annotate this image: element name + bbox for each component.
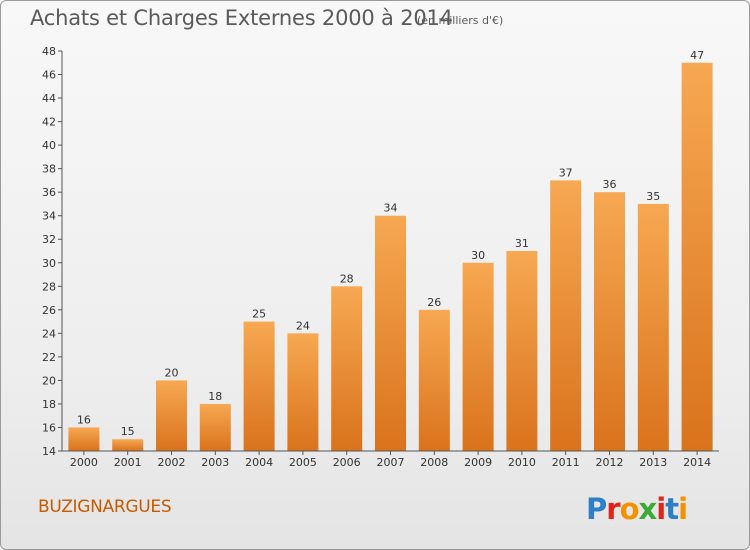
y-tick-label: 34 [42, 210, 56, 223]
bar-2011 [550, 180, 582, 452]
proxiti-logo: Proxiti [586, 492, 688, 526]
data-label-2013: 35 [646, 190, 660, 203]
bar-2008 [418, 309, 450, 451]
data-label-2000: 16 [77, 413, 91, 426]
logo-letter: x [639, 492, 658, 526]
x-tick-label-2005: 2005 [289, 456, 317, 469]
bar-2004 [243, 321, 275, 451]
bar-2010 [506, 251, 538, 451]
y-tick-label: 22 [42, 351, 56, 364]
data-label-2009: 30 [471, 249, 485, 262]
data-label-2010: 31 [515, 237, 529, 250]
data-label-2005: 24 [296, 319, 310, 332]
bar-2006 [331, 286, 363, 451]
bar-2013 [637, 203, 669, 451]
y-tick-label: 18 [42, 398, 56, 411]
y-tick-label: 24 [42, 327, 56, 340]
chart-subtitle: (en milliers d'€) [417, 14, 504, 27]
y-tick-label: 28 [42, 280, 56, 293]
x-tick-label-2009: 2009 [464, 456, 492, 469]
svg-text:Proxiti: Proxiti [586, 492, 687, 526]
x-tick-label-2002: 2002 [158, 456, 186, 469]
data-label-2002: 20 [165, 366, 179, 379]
bar-2000 [68, 427, 100, 451]
x-tick-label-2001: 2001 [114, 456, 142, 469]
x-tick-label-2012: 2012 [596, 456, 624, 469]
logo-letter: r [606, 492, 621, 526]
x-tick-label-2000: 2000 [70, 456, 98, 469]
bar-2003 [199, 403, 231, 451]
x-tick-label-2013: 2013 [639, 456, 667, 469]
y-tick-label: 46 [42, 69, 56, 82]
bar-2009 [462, 262, 494, 451]
y-tick-label: 32 [42, 233, 56, 246]
logo-letter: P [586, 492, 607, 526]
bar-2002 [156, 380, 187, 451]
logo-letter: t [665, 492, 679, 526]
y-tick-label: 38 [42, 163, 56, 176]
x-tick-label-2008: 2008 [420, 456, 448, 469]
x-tick-label-2003: 2003 [201, 456, 229, 469]
bar-2014 [681, 62, 713, 451]
x-tick-label-2010: 2010 [508, 456, 536, 469]
y-axis: 14 16 18 20 22 24 26 28 30 32 34 36 38 40 42 44 46 48 [42, 45, 63, 458]
bar-2012 [594, 192, 625, 452]
x-tick-label-2004: 2004 [245, 456, 273, 469]
data-label-2008: 26 [427, 296, 441, 309]
logo-letter: i [678, 492, 687, 526]
bar-2007 [375, 215, 406, 451]
y-tick-label: 30 [42, 257, 56, 270]
y-tick-label: 14 [42, 445, 56, 458]
data-label-2011: 37 [559, 166, 573, 179]
y-tick-label: 16 [42, 421, 56, 434]
data-label-2003: 18 [208, 390, 222, 403]
data-label-2014: 47 [690, 49, 704, 62]
x-tick-label-2011: 2011 [552, 456, 580, 469]
x-tick-label-2014: 2014 [683, 456, 711, 469]
data-label-2004: 25 [252, 308, 266, 321]
y-tick-label: 36 [42, 186, 56, 199]
data-label-2006: 28 [340, 272, 354, 285]
y-tick-label: 26 [42, 304, 56, 317]
logo-letter: i [656, 492, 665, 526]
commune-name: BUZIGNARGUES [38, 497, 172, 517]
logo-letter: o [620, 492, 639, 526]
y-tick-label: 20 [42, 374, 56, 387]
bar-2001 [112, 439, 144, 451]
data-label-2001: 15 [121, 425, 135, 438]
bars: 16 15 20 18 25 24 28 34 26 30 31 37 36 35 47 [68, 49, 713, 452]
y-tick-label: 40 [42, 139, 56, 152]
y-tick-label: 42 [42, 116, 56, 129]
y-tick-label: 44 [42, 92, 56, 105]
bar-2005 [287, 333, 319, 451]
data-label-2007: 34 [384, 202, 398, 215]
chart-title: Achats et Charges Externes 2000 à 2014 [30, 6, 453, 30]
x-tick-label-2007: 2007 [377, 456, 405, 469]
data-label-2012: 36 [603, 178, 617, 191]
x-axis: 2000 2001 2002 2003 2004 2005 2006 2007 2008 2009… [62, 450, 719, 469]
x-tick-label-2006: 2006 [333, 456, 361, 469]
y-tick-label: 48 [42, 45, 56, 58]
